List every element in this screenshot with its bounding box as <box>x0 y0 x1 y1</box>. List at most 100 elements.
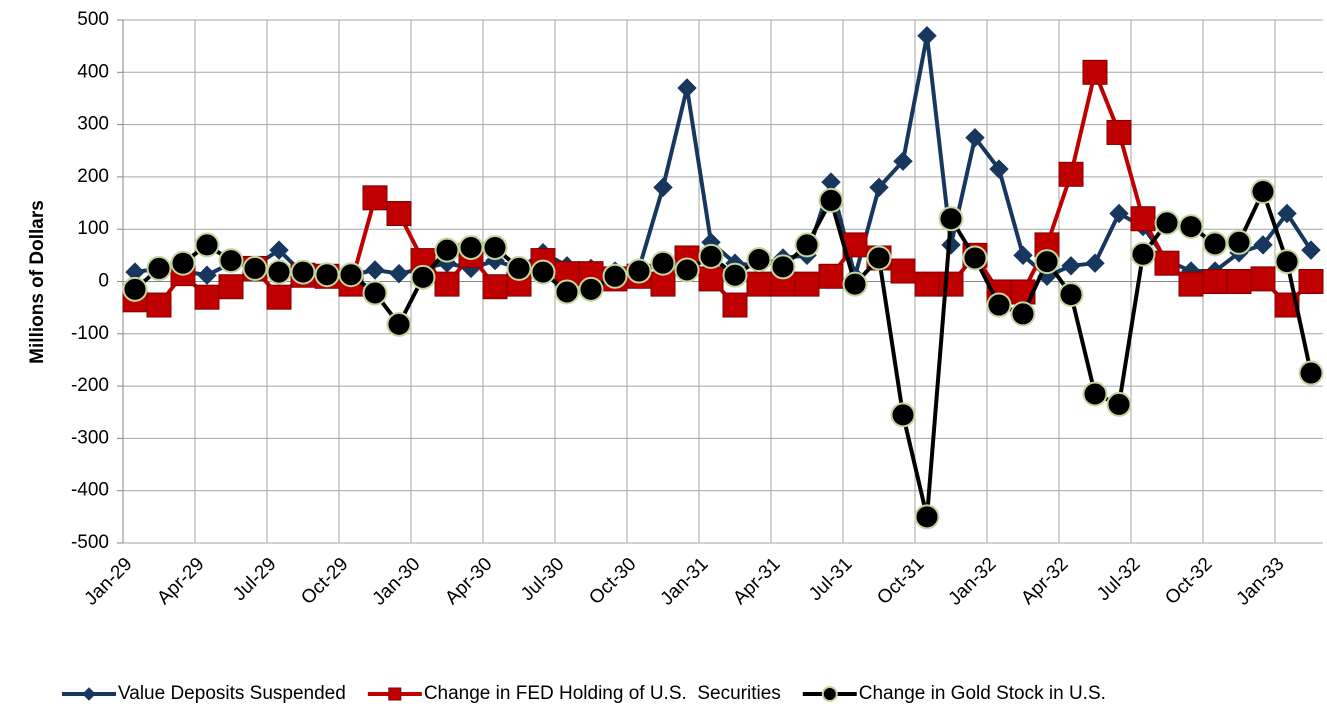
data-point <box>1298 360 1324 386</box>
data-point <box>1274 249 1300 275</box>
data-point <box>338 262 364 288</box>
data-point <box>938 271 964 297</box>
data-point <box>482 274 508 300</box>
y-tick-label: 200 <box>77 166 109 187</box>
legend-label: Value Deposits Suspended <box>118 683 346 704</box>
y-tick-label: -100 <box>71 323 109 344</box>
data-point <box>1202 231 1228 257</box>
x-tick-label: Oct-30 <box>585 554 640 609</box>
data-point <box>869 177 889 198</box>
x-tick-label: Jan-30 <box>369 554 425 610</box>
data-point <box>389 263 409 284</box>
data-point <box>914 271 940 297</box>
y-tick-label: 0 <box>98 271 109 292</box>
data-point <box>434 237 460 263</box>
data-point <box>1277 203 1297 224</box>
x-tick-label: Jul-32 <box>1093 554 1144 605</box>
x-tick-label: Apr-30 <box>441 554 496 609</box>
data-point <box>242 255 268 281</box>
x-tick-label: Apr-31 <box>729 554 784 609</box>
series-line <box>133 189 1313 519</box>
legend-marker <box>388 687 402 701</box>
legend-marker <box>821 686 838 702</box>
data-point <box>989 159 1009 179</box>
data-point <box>1109 203 1129 224</box>
data-point <box>938 206 964 232</box>
data-point <box>890 402 916 428</box>
data-point <box>893 151 913 171</box>
data-point <box>194 284 220 310</box>
data-point <box>1154 210 1180 236</box>
data-point <box>1082 381 1108 407</box>
x-tick-label: Oct-29 <box>297 554 352 609</box>
data-point <box>698 266 724 292</box>
y-tick-label: -200 <box>71 375 109 396</box>
data-point <box>1250 179 1276 205</box>
data-point <box>941 235 961 255</box>
data-point <box>626 258 652 284</box>
data-point <box>866 245 892 271</box>
data-point <box>146 292 172 318</box>
data-point <box>818 187 844 213</box>
data-point <box>1202 269 1228 294</box>
data-point <box>746 271 772 297</box>
data-point <box>962 245 988 271</box>
data-point <box>1106 391 1132 417</box>
data-point <box>1058 161 1084 187</box>
data-point <box>1085 253 1105 273</box>
data-point <box>218 274 244 300</box>
data-point <box>1226 269 1252 294</box>
x-tick-label: Jul-30 <box>517 554 568 605</box>
data-point <box>698 243 724 269</box>
y-tick-label: 300 <box>77 114 109 135</box>
legend-label: Change in Gold Stock in U.S. <box>859 683 1106 704</box>
x-tick-label: Jul-31 <box>805 554 856 605</box>
data-point <box>194 232 220 258</box>
data-point <box>650 271 676 297</box>
data-point <box>458 235 484 261</box>
data-point <box>914 504 940 530</box>
data-point <box>365 260 385 280</box>
data-point <box>650 250 676 276</box>
x-tick-label: Jan-32 <box>945 554 1001 610</box>
data-point <box>1154 250 1180 276</box>
data-point <box>1013 245 1033 266</box>
data-point <box>1226 229 1252 255</box>
data-point <box>434 271 460 297</box>
x-tick-label: Jan-33 <box>1233 554 1289 610</box>
x-tick-label: Apr-32 <box>1017 554 1072 609</box>
series-line <box>134 33 1313 279</box>
data-point <box>146 255 172 281</box>
data-point <box>722 262 748 288</box>
data-point <box>506 255 532 281</box>
data-point <box>197 265 217 285</box>
data-point <box>530 259 556 285</box>
x-tick-label: Oct-31 <box>873 554 928 609</box>
data-point <box>410 264 436 290</box>
data-point <box>290 259 316 285</box>
data-point <box>386 201 412 227</box>
data-point <box>269 240 289 260</box>
data-point <box>266 259 292 285</box>
data-point <box>554 279 580 305</box>
data-point <box>653 177 673 198</box>
x-tick-label: Jul-29 <box>229 554 280 605</box>
data-point <box>1034 249 1060 275</box>
data-point <box>170 250 196 276</box>
data-point <box>1130 206 1156 232</box>
data-point <box>314 262 340 288</box>
y-tick-label: 100 <box>77 218 109 239</box>
data-point <box>578 276 604 302</box>
data-point <box>218 248 244 274</box>
legend-marker <box>82 687 96 701</box>
y-tick-label: -300 <box>71 427 109 448</box>
data-point <box>1010 301 1036 327</box>
data-point <box>1130 241 1156 267</box>
data-point <box>1106 119 1132 145</box>
data-point <box>986 292 1012 318</box>
data-point <box>722 292 748 318</box>
data-point <box>818 263 844 289</box>
x-tick-label: Jan-29 <box>81 554 137 610</box>
